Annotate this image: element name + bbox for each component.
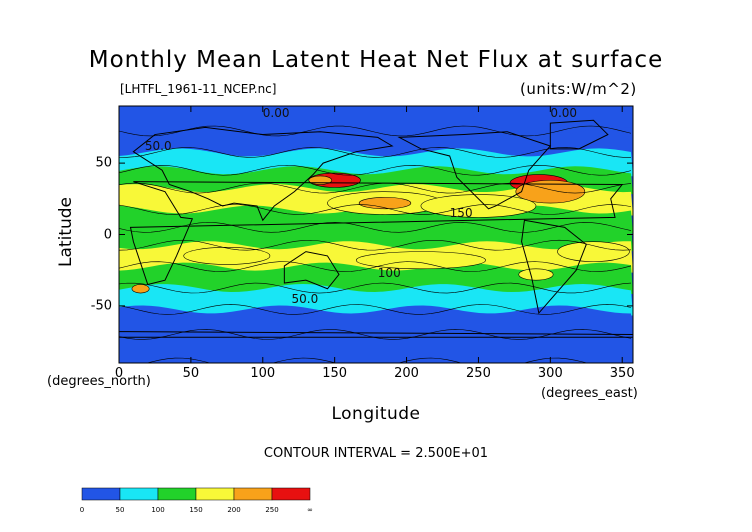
- contour-label: 0.00: [262, 106, 290, 121]
- y-tick-label: 0: [103, 227, 112, 242]
- continent-outline-3: [521, 219, 587, 315]
- latitude-bands: [119, 106, 633, 363]
- colorbar-tick-label: 0: [79, 506, 85, 514]
- contour-label: 150: [449, 206, 473, 221]
- colorbar-swatch: [195, 487, 235, 501]
- contour-label: 100: [377, 266, 401, 281]
- contour-line: [119, 282, 632, 294]
- colorbar: [81, 487, 311, 501]
- y-axis-label: Latitude: [56, 197, 76, 267]
- colorbar-swatch: [233, 487, 273, 501]
- continent-outline-4: [283, 251, 340, 290]
- contour-line: [119, 147, 632, 158]
- x-tick-label: 300: [537, 366, 563, 381]
- contour-label: 0.00: [550, 106, 578, 121]
- colorbar-tick-label: ∞: [307, 506, 313, 514]
- colorbar-swatch: [119, 487, 159, 501]
- plot-area: [119, 106, 633, 363]
- contour-line: [119, 304, 632, 315]
- chart-title: Monthly Mean Latent Heat Net Flux at sur…: [88, 47, 664, 73]
- flux-max-6: [420, 194, 537, 218]
- band-65: [119, 126, 633, 159]
- x-tick-label: 150: [322, 366, 348, 381]
- x-tick-marks: [118, 106, 623, 363]
- flux-max-7: [183, 247, 271, 265]
- flux-max-10: [131, 284, 150, 294]
- contour-label: 50.0: [291, 291, 319, 306]
- y-tick-label: 50: [95, 155, 112, 171]
- continent-outline-1: [129, 181, 624, 286]
- contour-line: [119, 204, 632, 215]
- colorbar-tick-label: 50: [115, 506, 125, 514]
- contour-lines: [119, 125, 632, 363]
- x-tick-label: 350: [609, 366, 635, 381]
- contour-line: [119, 222, 632, 233]
- continent-outline-6: [119, 331, 633, 338]
- continents: [119, 119, 633, 338]
- band-50: [119, 148, 633, 177]
- band--80: [119, 330, 633, 363]
- continent-outline-5: [549, 119, 609, 150]
- units-label: (units:W/m^2): [520, 80, 637, 98]
- x-tick-label: 100: [250, 366, 276, 381]
- contour-line: [119, 329, 632, 340]
- colorbar-tick-label: 100: [151, 506, 165, 514]
- colorbar-swatch: [271, 487, 311, 501]
- band--30: [119, 262, 633, 295]
- contour-line: [119, 125, 632, 137]
- contour-interval-note: CONTOUR INTERVAL = 2.500E+01: [263, 446, 489, 461]
- contour-line: [119, 357, 589, 363]
- contour-line: [119, 239, 632, 251]
- flux-max-9: [557, 241, 630, 262]
- x-tick-label: 200: [394, 366, 419, 381]
- continent-outline-2: [397, 131, 552, 210]
- colorbar-swatch: [157, 487, 197, 501]
- y-tick-label: -50: [90, 298, 112, 314]
- colorbar-swatch: [81, 487, 121, 501]
- colorbar-tick-label: 250: [265, 506, 279, 514]
- x-tick-label: 0: [114, 366, 124, 381]
- y-tick-marks: [119, 162, 633, 307]
- colorbar-tick-label: 150: [189, 506, 203, 514]
- contour-line: [119, 261, 632, 272]
- flux-max-8: [355, 251, 486, 270]
- file-label: [LHTFL_1961-11_NCEP.nc]: [120, 82, 277, 96]
- contour-line: [119, 164, 632, 176]
- flux-max-5: [515, 179, 586, 204]
- continent-outline-0: [132, 126, 394, 222]
- colorbar-tick-label: 200: [227, 506, 241, 514]
- flux-max-3: [358, 197, 412, 210]
- flux-maxima: [131, 172, 630, 294]
- flux-max-11: [518, 268, 554, 281]
- y-unit-label: (degrees_north): [47, 374, 151, 389]
- x-tick-label: 250: [466, 366, 491, 381]
- x-unit-label: (degrees_east): [541, 386, 638, 401]
- x-tick-label: 50: [182, 366, 200, 381]
- contour-line: [119, 182, 632, 194]
- x-axis-label: Longitude: [331, 404, 421, 424]
- contour-label: 50.0: [144, 138, 172, 153]
